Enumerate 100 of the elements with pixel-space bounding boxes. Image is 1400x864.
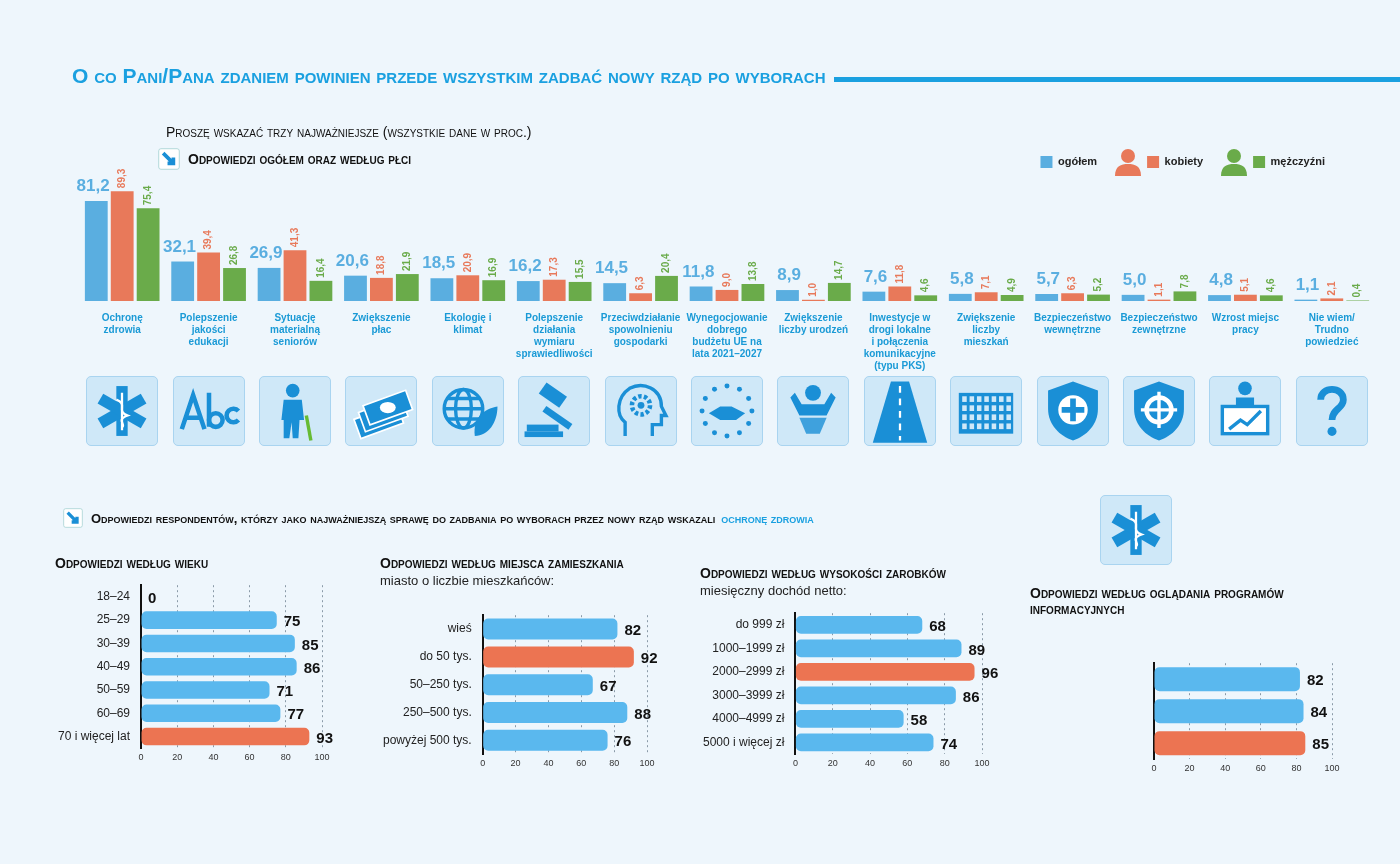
y-tick-label: 50–250 tys. — [409, 677, 472, 692]
x-tick-label: 100 — [1324, 763, 1340, 774]
bar — [136, 208, 160, 301]
data-label: 14,5 — [594, 258, 629, 278]
x-tick-label: Sytuację materialną seniorów — [269, 311, 321, 347]
x-tick-label: Wzrost miejsc pracy — [1211, 311, 1280, 335]
chart-title: Odpowiedzi według wieku — [55, 555, 210, 571]
y-tick-label: 60–69 — [96, 705, 131, 720]
bar — [1087, 294, 1110, 301]
x-tick-label: 0 — [138, 752, 144, 763]
data-label: 6,3 — [1066, 275, 1078, 291]
data-label: 39,4 — [202, 229, 214, 250]
data-label: 16,2 — [508, 256, 542, 276]
bar — [1233, 294, 1257, 301]
x-tick-label: 40 — [1220, 763, 1231, 774]
y-tick-label: do 999 zł — [735, 617, 785, 632]
bar — [1208, 295, 1231, 301]
y-tick-label: 70 i więcej lat — [57, 728, 131, 743]
bar — [795, 639, 962, 658]
data-label: 81,2 — [76, 176, 110, 196]
bar — [197, 252, 221, 301]
legend-label: ogółem — [1057, 155, 1098, 168]
chart-title: O co Pani/Pana zdaniem powinien przede wszystkim zadbać nowy rząd po wyborach — [72, 64, 826, 88]
bar — [689, 286, 713, 301]
bar — [141, 681, 270, 699]
data-label: 1,1 — [1295, 274, 1320, 294]
bar — [483, 618, 618, 640]
data-label: 32,1 — [162, 236, 197, 256]
bar — [1121, 294, 1145, 301]
bar — [370, 277, 393, 301]
x-tick-label: 0 — [480, 758, 486, 769]
data-label: 7,6 — [863, 266, 888, 286]
x-tick-label: 60 — [576, 758, 587, 769]
data-label: 5,0 — [1122, 270, 1147, 290]
legend-label: mężczyźni — [1270, 155, 1326, 168]
data-label: 74 — [940, 734, 958, 752]
bar — [482, 280, 506, 301]
y-tick-label: 40–49 — [96, 659, 131, 674]
bar — [344, 275, 367, 301]
x-tick-label: Przeciwdziałanie spowolnieniu gospodarki — [600, 311, 681, 347]
data-label: 68 — [929, 617, 946, 635]
chart-subtitle: Proszę wskazać trzy najważniejsze (wszystkie dane w proc.) — [166, 124, 532, 140]
data-label: 1,0 — [807, 282, 819, 297]
data-label: 1,1 — [1152, 282, 1164, 297]
x-tick-label: Zwiększenie płac — [352, 311, 412, 335]
y-tick-label: 2000–2999 zł — [712, 664, 785, 679]
data-label: 4,6 — [1265, 278, 1277, 293]
data-label: 4,8 — [1209, 270, 1233, 290]
data-label: 11,8 — [682, 261, 715, 281]
bar — [776, 290, 799, 301]
data-label: 26,8 — [228, 245, 240, 266]
data-label: 5,2 — [1092, 277, 1104, 292]
x-tick-label: Wynegocjowanie dobrego budżetu UE na lata 2021–2027 — [686, 311, 768, 359]
bar — [542, 279, 566, 301]
bar — [456, 275, 480, 301]
bar — [1061, 293, 1085, 301]
data-label: 96 — [981, 664, 999, 682]
text: ochronę zdrowia — [721, 510, 814, 526]
y-tick-label: 5000 i więcej zł — [703, 734, 785, 749]
data-label: 75,4 — [141, 185, 153, 206]
bar — [1259, 295, 1283, 301]
data-label: 58 — [910, 711, 928, 729]
bar — [395, 274, 419, 301]
data-label: 76 — [614, 732, 632, 750]
data-label: 26,9 — [249, 243, 283, 263]
bar — [795, 616, 923, 634]
x-tick-label: Ekologię i klimat — [444, 311, 492, 335]
bar — [257, 267, 281, 301]
data-label: 20,4 — [660, 253, 672, 273]
data-label: 7,8 — [1178, 274, 1190, 289]
y-tick-label: 1000–1999 zł — [712, 640, 785, 655]
legend-label: kobiety — [1164, 155, 1204, 168]
data-label: 18,5 — [422, 253, 456, 273]
data-label: 2,1 — [1325, 281, 1337, 296]
bar — [795, 686, 956, 705]
data-label: 18,8 — [375, 254, 387, 275]
x-tick-label: 100 — [974, 758, 990, 769]
data-label: 6,3 — [634, 275, 646, 291]
data-label: 5,7 — [1036, 269, 1061, 289]
data-label: 0,4 — [1351, 283, 1363, 298]
data-label: 21,9 — [401, 251, 413, 272]
bar — [110, 191, 134, 301]
data-label: 16,4 — [314, 257, 326, 278]
bar — [827, 282, 851, 301]
data-label: 84 — [1310, 703, 1328, 721]
data-label: 85 — [301, 635, 319, 653]
text: Odpowiedzi ogółem oraz według płci — [188, 151, 412, 167]
x-tick-label: Inwestycje w drogi lokalne i połączenia komunikacyjne (typu PKS) — [863, 311, 937, 371]
x-tick-label: Nie wiem/ Trudno powiedzieć — [1305, 311, 1359, 347]
bar — [141, 634, 295, 653]
x-tick-label: 20 — [827, 758, 838, 769]
x-tick-label: Zwiększenie liczby mieszkań — [957, 311, 1016, 347]
bar — [795, 710, 904, 728]
y-tick-label: do 50 tys. — [419, 649, 472, 664]
x-tick-label: Polepszenie jakości edukacji — [179, 311, 238, 347]
bar — [516, 281, 540, 301]
data-label: 20,9 — [461, 252, 473, 273]
bar — [629, 293, 653, 301]
data-label: 16,9 — [487, 257, 499, 278]
chart-title: Odpowiedzi według miejsca zamieszkania — [380, 555, 625, 571]
